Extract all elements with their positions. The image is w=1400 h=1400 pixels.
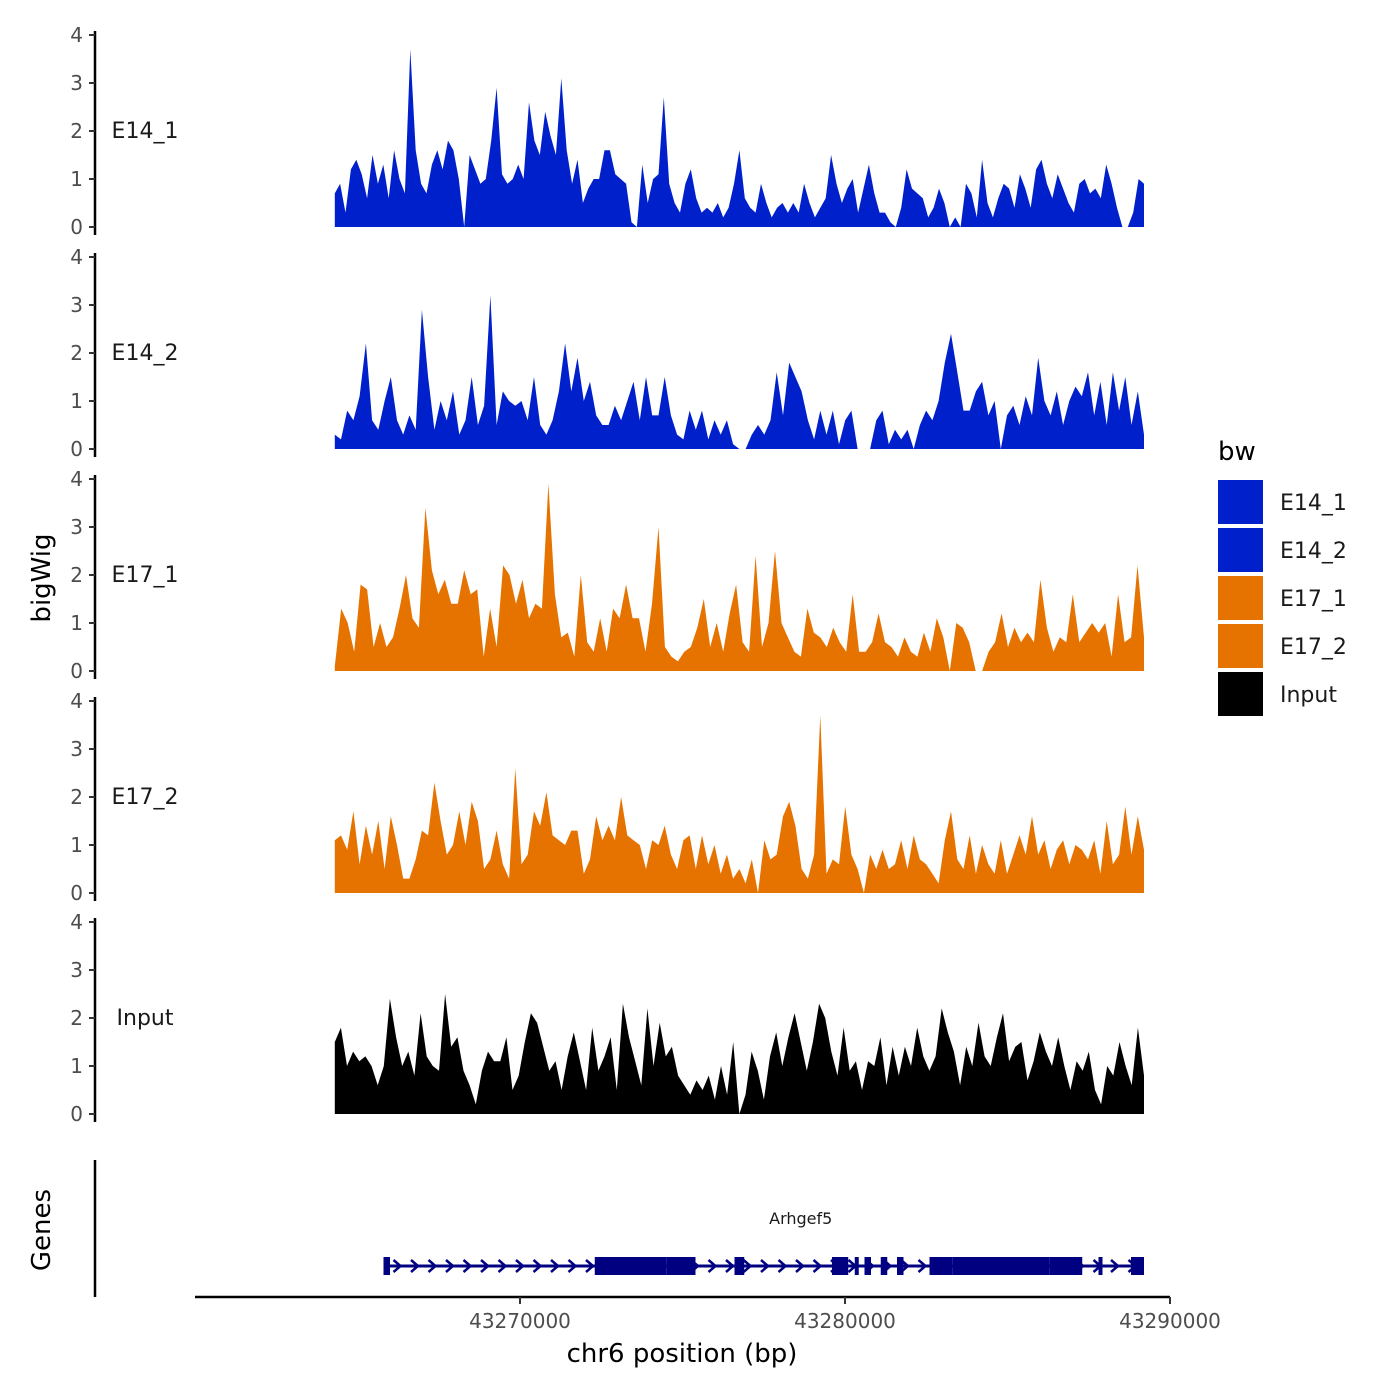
- track-label: E14_1: [112, 119, 179, 144]
- strand-arrow: [567, 1259, 578, 1273]
- strand-arrow: [392, 1259, 403, 1273]
- strand-arrow: [1110, 1259, 1120, 1273]
- y-tick-label: 1: [70, 833, 83, 857]
- track-label: E14_2: [112, 341, 179, 366]
- track-label: E17_2: [112, 785, 179, 810]
- strand-arrow: [742, 1259, 753, 1273]
- coverage-tracks: 0 1 2 3 4 E14_1 0 1 2 3 4 E14_2 0 1 2 3 4 E17_1 0 1 2 3 4 E17_2…: [70, 23, 1144, 1126]
- genes-axis-title: Genes: [27, 1189, 57, 1271]
- exon-block: [383, 1257, 390, 1275]
- track-e14-2: 0 1 2 3 4 E14_2: [70, 245, 1144, 461]
- y-tick-label: 0: [70, 437, 83, 461]
- legend-swatch: [1218, 528, 1263, 572]
- exon-block: [952, 1257, 1050, 1275]
- gene-arhgef5: Arhgef5: [383, 1209, 1144, 1275]
- legend-title: bw: [1218, 437, 1256, 467]
- track-e14-1: 0 1 2 3 4 E14_1: [70, 23, 1144, 239]
- y-tick-label: 4: [70, 689, 83, 713]
- track-e17-1: 0 1 2 3 4 E17_1: [70, 467, 1144, 683]
- y-tick-label: 0: [70, 881, 83, 905]
- strand-arrow: [480, 1259, 490, 1273]
- strand-arrow: [515, 1259, 525, 1273]
- legend-swatch: [1218, 480, 1263, 524]
- y-tick-label: 1: [70, 389, 83, 413]
- legend-swatch: [1218, 624, 1263, 668]
- x-axis: chr6 position (bp) 43270000 43280000 43290…: [195, 1295, 1221, 1369]
- strand-arrow: [462, 1259, 473, 1273]
- coverage-area-input: [334, 994, 1144, 1114]
- legend-label: Input: [1280, 683, 1337, 708]
- track-input: 0 1 2 3 4 Input: [70, 910, 1144, 1126]
- x-tick-label: 43290000: [1119, 1309, 1221, 1333]
- exon-block: [1131, 1257, 1144, 1275]
- strand-arrow: [550, 1259, 560, 1273]
- y-tick-label: 2: [70, 119, 83, 143]
- strand-arrow: [760, 1259, 770, 1273]
- legend-swatch: [1218, 576, 1263, 620]
- legend-label: E17_2: [1280, 635, 1347, 660]
- strand-arrow: [812, 1259, 823, 1273]
- exon-block: [594, 1257, 667, 1275]
- coverage-area-e14-1: [334, 49, 1144, 228]
- exon-block: [1049, 1257, 1083, 1275]
- exon-block: [864, 1257, 871, 1275]
- exon-block: [832, 1257, 849, 1275]
- x-tick-label: 43280000: [794, 1309, 896, 1333]
- coverage-area-e14-2: [334, 295, 1144, 449]
- y-tick-label: 2: [70, 341, 83, 365]
- y-tick-label: 3: [70, 958, 83, 982]
- legend-label: E14_1: [1280, 491, 1347, 516]
- y-tick-label: 4: [70, 245, 83, 269]
- y-tick-label: 1: [70, 611, 83, 635]
- y-tick-label: 2: [70, 563, 83, 587]
- y-tick-label: 2: [70, 785, 83, 809]
- track-label: E17_1: [112, 563, 179, 588]
- y-tick-label: 1: [70, 167, 83, 191]
- y-tick-label: 0: [70, 659, 83, 683]
- y-tick-label: 3: [70, 737, 83, 761]
- exon-block: [897, 1257, 904, 1275]
- strand-arrow: [427, 1259, 438, 1273]
- y-tick-label: 3: [70, 71, 83, 95]
- strand-arrow: [777, 1259, 788, 1273]
- exon-block: [880, 1257, 888, 1275]
- y-tick-label: 0: [70, 215, 83, 239]
- x-axis-title: chr6 position (bp): [567, 1339, 798, 1369]
- exon-block: [666, 1257, 696, 1275]
- y-tick-label: 3: [70, 293, 83, 317]
- exon-block: [929, 1257, 953, 1275]
- coverage-area-e17-1: [334, 483, 1144, 671]
- gene-name-label: Arhgef5: [769, 1209, 832, 1228]
- gene-track: Genes Arhgef5: [27, 1160, 1144, 1297]
- strand-arrow: [707, 1259, 718, 1273]
- legend-swatch: [1218, 672, 1263, 716]
- y-tick-label: 2: [70, 1006, 83, 1030]
- exon-block: [734, 1257, 745, 1275]
- legend-label: E17_1: [1280, 587, 1347, 612]
- y-tick-label: 0: [70, 1102, 83, 1126]
- y-tick-label: 4: [70, 910, 83, 934]
- legend: bw E14_1 E14_2 E17_1 E17_2 Input: [1218, 437, 1347, 716]
- strand-arrow: [917, 1259, 928, 1273]
- strand-arrow: [532, 1259, 543, 1273]
- track-label: Input: [117, 1006, 174, 1031]
- exon-block: [854, 1257, 859, 1275]
- track-e17-2: 0 1 2 3 4 E17_2: [70, 689, 1144, 905]
- y-axis-title: bigWig: [27, 533, 57, 622]
- strand-arrow: [445, 1259, 455, 1273]
- coverage-area-e17-2: [334, 715, 1144, 893]
- strand-arrow: [410, 1259, 420, 1273]
- strand-arrow: [725, 1259, 735, 1273]
- legend-label: E14_2: [1280, 539, 1347, 564]
- y-tick-label: 3: [70, 515, 83, 539]
- y-tick-label: 4: [70, 467, 83, 491]
- strand-arrow: [497, 1259, 508, 1273]
- strand-arrow: [795, 1259, 805, 1273]
- strand-arrow: [585, 1259, 595, 1273]
- exon-block: [1098, 1257, 1103, 1275]
- x-tick-label: 43270000: [469, 1309, 571, 1333]
- y-tick-label: 1: [70, 1054, 83, 1078]
- y-tick-label: 4: [70, 23, 83, 47]
